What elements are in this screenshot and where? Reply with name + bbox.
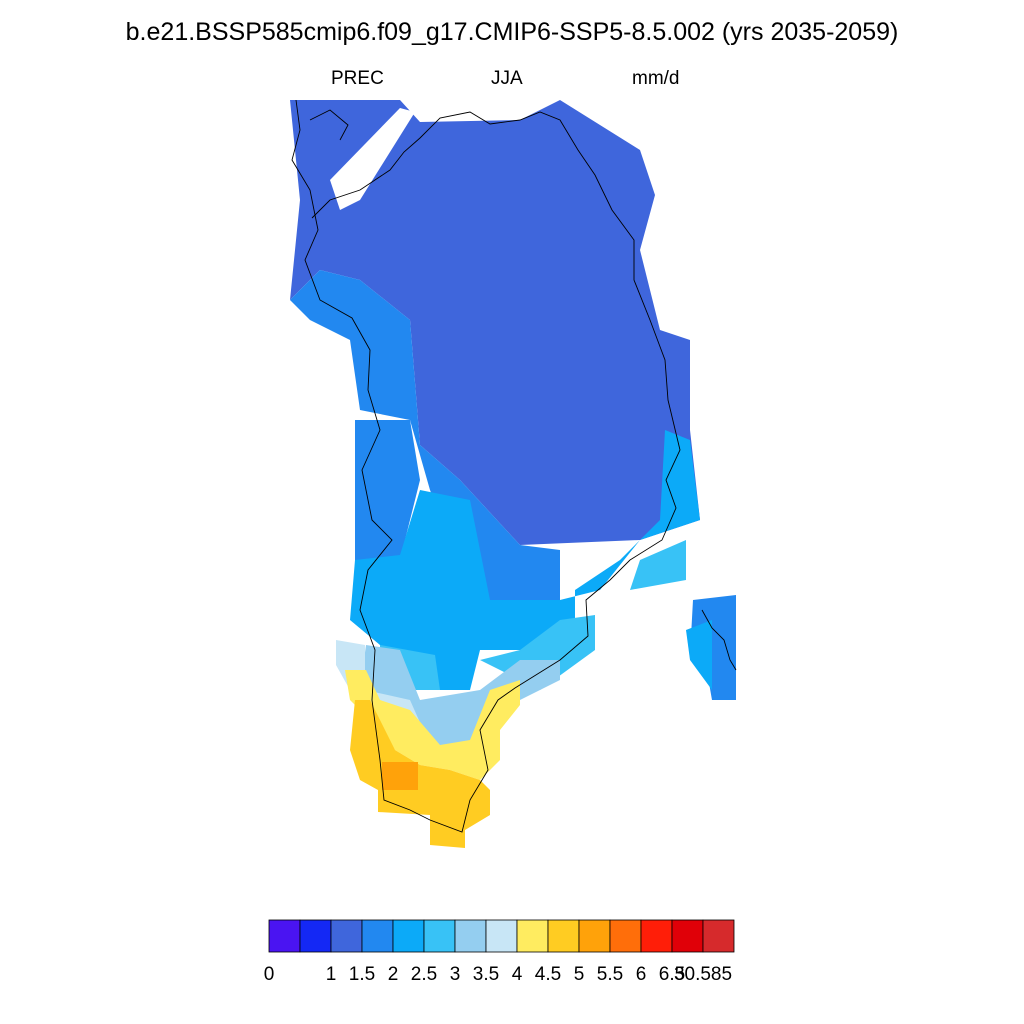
- colorbar-tick-label: 1: [326, 964, 337, 985]
- colorbar-bin: [361, 919, 394, 953]
- field-region: [290, 270, 560, 610]
- colorbar-tick-label: 4: [512, 964, 523, 985]
- plot-title: b.e21.BSSP585cmip6.f09_g17.CMIP6-SSP5-8.…: [125, 18, 899, 46]
- colorbar-bin: [330, 919, 363, 953]
- colorbar-tick-label: 5.5: [597, 964, 623, 985]
- colorbar-bin: [485, 919, 518, 953]
- water-gap: [330, 108, 415, 210]
- colorbar-bin: [609, 919, 642, 953]
- variable-label: PREC: [331, 68, 384, 89]
- colorbar-tick-label: 6.5: [659, 964, 685, 985]
- colorbar-bin: [547, 919, 580, 953]
- colorbar-tick-label: 5: [574, 964, 585, 985]
- precip-field: [290, 100, 736, 848]
- colorbar-bin: [423, 919, 456, 953]
- colorbar-tick-label: 3: [450, 964, 461, 985]
- colorbar-bin: [702, 919, 735, 953]
- colorbar-tick-label: 3.5: [473, 964, 499, 985]
- field-region: [290, 100, 700, 545]
- field-region: [382, 762, 418, 790]
- field-region: [350, 700, 490, 848]
- season-label: JJA: [491, 68, 523, 89]
- field-region: [630, 540, 686, 590]
- colorbar-bin: [671, 919, 704, 953]
- colorbar-bin: [392, 919, 425, 953]
- colorbar-tick-label: 0: [264, 964, 275, 985]
- field-region: [690, 595, 736, 700]
- colorbar-bin: [578, 919, 611, 953]
- colorbar-tick-label: 1.5: [349, 964, 375, 985]
- field-region: [345, 670, 520, 780]
- colorbar-tick-label: 2: [388, 964, 399, 985]
- field-region: [686, 620, 712, 690]
- field-region: [355, 420, 420, 600]
- colorbar-bin: [268, 919, 301, 953]
- colorbar-bin: [516, 919, 549, 953]
- colorbar-tick-label: 6: [636, 964, 647, 985]
- units-label: mm/d: [632, 68, 680, 89]
- field-region: [360, 645, 560, 765]
- colorbar-bin: [299, 919, 332, 953]
- field-region: [350, 430, 700, 690]
- colorbar-tick-label: 30.585: [674, 964, 732, 985]
- coastline: [291, 99, 737, 833]
- colorbar-bin: [454, 919, 487, 953]
- colorbar-tick-label: 4.5: [535, 964, 561, 985]
- colorbar-bin: [640, 919, 673, 953]
- colorbar-tick-label: 2.5: [411, 964, 437, 985]
